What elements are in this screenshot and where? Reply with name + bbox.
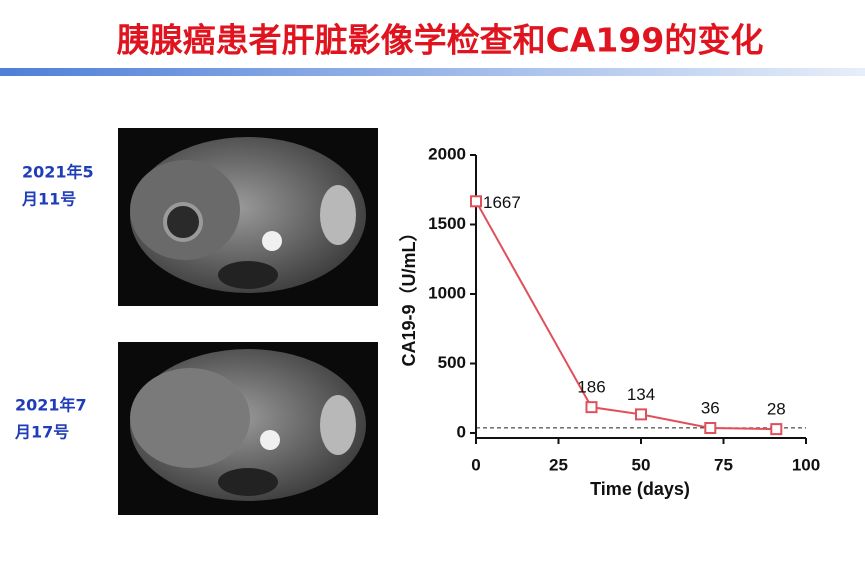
- y-tick-label: 1500: [428, 214, 466, 233]
- data-label: 28: [767, 400, 786, 419]
- data-point: [635, 408, 647, 421]
- title-bar: [0, 68, 865, 76]
- scan-date: 2021年7: [15, 396, 87, 415]
- data-label: 134: [627, 385, 655, 404]
- slide-title: 胰腺癌患者肝脏影像学检查和CA199的变化: [117, 21, 764, 60]
- data-point: [770, 423, 783, 436]
- y-axis-label: CA19-9（U/mL）: [399, 223, 419, 366]
- x-tick-label: 25: [549, 455, 568, 474]
- scan-date: 月17号: [14, 423, 69, 442]
- x-axis-label: Time (days): [590, 479, 690, 499]
- y-tick-label: 1000: [428, 283, 466, 302]
- y-tick-label: 0: [457, 422, 466, 441]
- data-label: 186: [577, 378, 605, 397]
- y-tick-label: 2000: [428, 144, 466, 163]
- scan-image: [118, 128, 378, 306]
- data-point: [585, 401, 598, 414]
- x-tick-label: 75: [714, 455, 733, 474]
- x-tick-label: 100: [792, 455, 820, 474]
- data-label: 36: [701, 398, 720, 417]
- x-tick-label: 50: [632, 455, 651, 474]
- scan-image: [118, 342, 378, 515]
- x-tick-label: 0: [471, 455, 480, 474]
- data-point: [704, 421, 717, 434]
- data-point: [470, 195, 482, 208]
- data-label: 1667: [483, 193, 521, 212]
- scan-date: 2021年5: [22, 163, 94, 182]
- y-tick-label: 500: [438, 353, 466, 372]
- scan-date: 月11号: [21, 190, 76, 209]
